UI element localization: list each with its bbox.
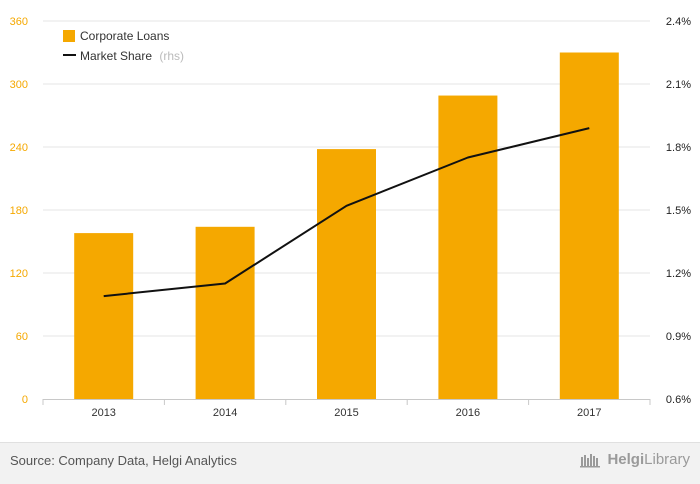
left-axis-tick-label: 240 bbox=[10, 142, 28, 154]
line-market-share bbox=[103, 127, 590, 298]
left-axis-tick-label: 120 bbox=[10, 268, 28, 280]
brand-logo: HelgiLibrary bbox=[580, 451, 690, 468]
left-axis-tick-label: 360 bbox=[10, 16, 28, 28]
bar-corporate-loans-2015 bbox=[317, 149, 376, 399]
x-axis-tick-label: 2016 bbox=[456, 407, 480, 419]
bar-series bbox=[74, 52, 619, 400]
x-axis-tick-label: 2013 bbox=[91, 407, 115, 419]
legend-label-market-share: Market Share (rhs) bbox=[80, 49, 184, 63]
right-axis-tick-label: 1.5% bbox=[666, 205, 691, 217]
legend: Corporate Loans Market Share (rhs) bbox=[63, 29, 184, 63]
x-axis-tick-label: 2015 bbox=[334, 407, 358, 419]
x-axis-tick-label: 2017 bbox=[577, 407, 601, 419]
right-axis-tick-label: 1.8% bbox=[666, 142, 691, 154]
right-axis-tick-label: 0.6% bbox=[666, 394, 691, 406]
legend-market-share-name: Market Share bbox=[80, 49, 152, 63]
chart: 0 60 120 180 240 300 360 0.6% 0.9% 1.2% 1.5% 1.8% 2.… bbox=[10, 16, 692, 419]
axes: 0 60 120 180 240 300 360 0.6% 0.9% 1.2% 1.5% 1.8% 2.… bbox=[10, 16, 692, 419]
footer: Source: Company Data, Helgi Analytics He… bbox=[0, 442, 700, 484]
left-axis-tick-label: 300 bbox=[10, 79, 28, 91]
legend-market-share-suffix: (rhs) bbox=[159, 49, 184, 63]
left-axis-tick-label: 60 bbox=[16, 331, 28, 343]
bar-corporate-loans-2013 bbox=[74, 233, 134, 399]
left-axis-tick-label: 0 bbox=[22, 394, 28, 406]
bar-corporate-loans-2016 bbox=[438, 95, 498, 400]
brand-name-part1: Helgi bbox=[607, 451, 645, 468]
bookshelf-icon bbox=[580, 453, 601, 467]
x-axis-tick-label: 2014 bbox=[213, 407, 237, 419]
source-note: Source: Company Data, Helgi Analytics bbox=[10, 453, 237, 468]
legend-label-corporate-loans: Corporate Loans bbox=[80, 29, 169, 43]
right-axis-tick-label: 1.2% bbox=[666, 268, 691, 280]
line-series bbox=[103, 127, 590, 298]
right-axis-tick-label: 2.4% bbox=[666, 16, 691, 28]
legend-swatch-corporate-loans bbox=[63, 30, 75, 42]
brand-name-part2: Library bbox=[644, 451, 690, 468]
right-axis-tick-label: 2.1% bbox=[666, 79, 691, 91]
bar-corporate-loans-2017 bbox=[559, 52, 619, 399]
bar-corporate-loans-2014 bbox=[195, 226, 255, 399]
left-axis-tick-label: 180 bbox=[10, 205, 28, 217]
right-axis-tick-label: 0.9% bbox=[666, 331, 691, 343]
